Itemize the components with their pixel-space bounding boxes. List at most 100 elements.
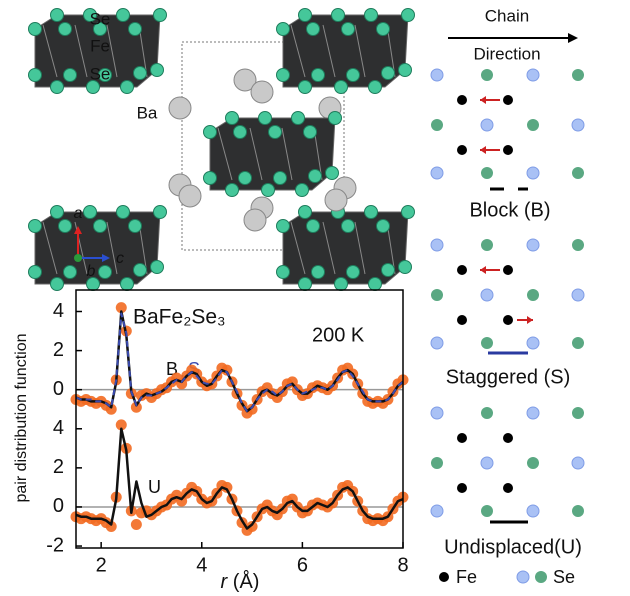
se-atom	[347, 69, 360, 82]
axis-letter: a	[74, 205, 83, 222]
x-axis-unit: (Å)	[233, 570, 260, 593]
se-site	[431, 289, 443, 301]
se-site	[572, 119, 584, 131]
se-site	[481, 505, 493, 517]
se-atom	[226, 184, 239, 197]
se-site	[481, 239, 493, 251]
legend-label: Fe	[456, 567, 477, 587]
axis-dot	[74, 254, 82, 262]
direction-label: Chain	[485, 6, 529, 25]
y-tick-label: -2	[46, 534, 64, 556]
se-atom	[332, 9, 345, 22]
se-atom	[151, 64, 164, 77]
se-atom	[134, 67, 147, 80]
se-site	[527, 407, 539, 419]
se-atom	[84, 206, 97, 219]
y-axis-label: pair distribution function	[13, 334, 30, 503]
se-atom	[299, 9, 312, 22]
se-atom	[277, 220, 290, 233]
se-atom	[309, 170, 322, 183]
se-site	[431, 239, 443, 251]
se-atom	[29, 23, 42, 36]
legend-swatch	[439, 572, 449, 582]
panel-label: Block (B)	[469, 199, 550, 221]
se-atom	[399, 261, 412, 274]
se-site	[527, 239, 539, 251]
x-tick-label: 8	[397, 554, 408, 576]
legend-swatch	[535, 571, 547, 583]
se-atom	[365, 9, 378, 22]
fe-site	[503, 145, 513, 155]
se-atom	[377, 23, 390, 36]
atom-label: Se	[90, 9, 111, 28]
fe-site	[503, 315, 513, 325]
displacement-diagram	[431, 69, 584, 522]
se-atom	[369, 81, 382, 94]
se-atom	[326, 167, 339, 180]
fe-site	[457, 95, 467, 105]
y-tick-label: 4	[53, 300, 64, 322]
ba-atom	[251, 81, 273, 103]
se-site	[431, 119, 443, 131]
se-site	[431, 407, 443, 419]
temperature-label: 200 K	[312, 324, 365, 346]
y-tick-label: 0	[53, 495, 64, 517]
se-atom	[151, 261, 164, 274]
se-site	[431, 505, 443, 517]
se-atom	[204, 126, 217, 139]
se-atom	[51, 9, 64, 22]
se-atom	[299, 81, 312, 94]
x-tick-label: 4	[196, 554, 207, 576]
se-site	[431, 69, 443, 81]
se-atom	[277, 266, 290, 279]
fit-line	[76, 429, 403, 529]
ba-atom	[169, 97, 191, 119]
se-site	[527, 69, 539, 81]
arrow-head	[568, 33, 578, 43]
legend-swatch	[517, 571, 529, 583]
se-atom	[335, 81, 348, 94]
se-atom	[335, 278, 348, 291]
se-site	[527, 289, 539, 301]
y-tick-label: 4	[53, 417, 64, 439]
se-atom	[402, 9, 415, 22]
se-site	[431, 337, 443, 349]
se-atom	[369, 278, 382, 291]
se-atom	[51, 206, 64, 219]
se-site	[572, 289, 584, 301]
arrow-head	[480, 266, 486, 274]
se-site	[572, 407, 584, 419]
se-atom	[29, 220, 42, 233]
se-site	[527, 337, 539, 349]
se-site	[572, 505, 584, 517]
x-axis-symbol: r	[221, 571, 229, 593]
crystal-structure	[29, 9, 415, 291]
se-site	[431, 167, 443, 179]
se-atom	[259, 112, 272, 125]
se-site	[481, 337, 493, 349]
se-atom	[29, 266, 42, 279]
axis-letter: b	[87, 263, 96, 280]
se-site	[527, 167, 539, 179]
arrow-head	[480, 96, 486, 104]
se-atom	[234, 126, 247, 139]
se-atom	[382, 67, 395, 80]
se-atom	[121, 81, 134, 94]
fe-site	[457, 315, 467, 325]
atom-label: Se	[90, 64, 111, 83]
se-site	[431, 457, 443, 469]
y-tick-label: 0	[53, 378, 64, 400]
se-atom	[269, 126, 282, 139]
se-atom	[277, 69, 290, 82]
se-atom	[377, 220, 390, 233]
se-atom	[204, 172, 217, 185]
se-site	[572, 239, 584, 251]
se-site	[481, 457, 493, 469]
se-atom	[399, 64, 412, 77]
se-atom	[226, 112, 239, 125]
se-atom	[312, 266, 325, 279]
se-atom	[347, 266, 360, 279]
se-atom	[296, 184, 309, 197]
x-tick-label: 6	[297, 554, 308, 576]
se-site	[572, 337, 584, 349]
